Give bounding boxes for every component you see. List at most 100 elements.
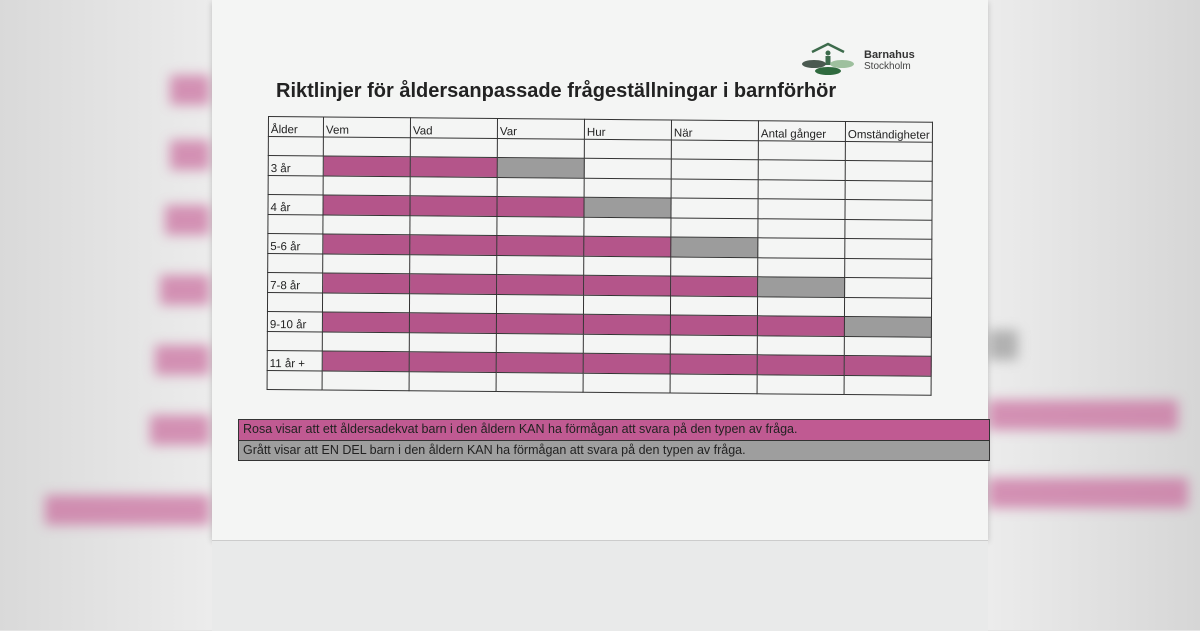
empty-cell	[322, 292, 410, 313]
legend-grey: Grått visar att EN DEL barn i den åldern…	[239, 440, 989, 460]
empty-cell	[757, 257, 845, 278]
empty-cell	[323, 175, 411, 196]
pink-cell	[757, 315, 845, 337]
empty-cell	[670, 217, 758, 238]
empty-cell	[409, 293, 497, 314]
empty-cell	[757, 296, 845, 317]
empty-cell	[583, 216, 671, 238]
empty-cell	[757, 374, 845, 395]
age-label: 7-8 år	[267, 272, 323, 293]
empty-cell	[584, 177, 672, 199]
empty-cell	[583, 294, 671, 316]
column-header: Hur	[584, 119, 672, 140]
empty-cell	[758, 159, 846, 181]
empty-cell	[409, 332, 497, 353]
pink-cell	[670, 354, 758, 375]
empty-cell	[496, 254, 584, 276]
page-title: Riktlinjer för åldersanpassade frågestäl…	[276, 80, 837, 102]
grey-cell	[844, 316, 932, 337]
empty-cell	[845, 141, 933, 162]
empty-cell	[670, 295, 758, 316]
empty-cell	[583, 333, 671, 355]
house-logo-icon	[802, 42, 854, 75]
empty-cell	[844, 277, 932, 298]
empty-cell	[670, 198, 759, 219]
column-header: När	[671, 120, 759, 141]
empty-cell	[268, 136, 324, 156]
empty-cell	[845, 180, 933, 201]
blurred-background-right	[988, 0, 1200, 630]
empty-cell	[844, 238, 932, 259]
pink-cell	[583, 353, 671, 374]
empty-cell	[584, 138, 672, 160]
pink-cell	[409, 273, 497, 294]
pink-cell	[496, 235, 584, 256]
pink-cell	[757, 354, 845, 376]
empty-cell	[584, 158, 672, 179]
legend: Rosa visar att ett åldersadekvat barn i …	[238, 419, 990, 461]
empty-cell	[496, 371, 584, 393]
empty-cell	[844, 297, 932, 318]
empty-cell	[758, 140, 846, 161]
pink-cell	[322, 272, 410, 294]
empty-cell	[844, 336, 932, 357]
empty-cell	[583, 255, 671, 277]
empty-cell	[497, 177, 585, 198]
empty-cell	[410, 137, 498, 158]
empty-cell	[409, 254, 497, 275]
empty-cell	[757, 335, 845, 356]
pink-cell	[322, 350, 410, 372]
empty-cell	[322, 331, 410, 352]
pink-cell	[583, 275, 671, 296]
empty-cell	[496, 293, 584, 315]
empty-cell	[322, 370, 410, 391]
pink-cell	[496, 352, 584, 373]
logo-name: Barnahus	[864, 48, 915, 61]
pink-cell	[322, 233, 410, 255]
age-question-table: Ålder Vem Vad Var Hur När Antal gånger Omständi…	[267, 116, 933, 396]
empty-cell	[671, 139, 759, 160]
empty-cell	[496, 332, 584, 354]
column-header: Antal gånger	[758, 120, 846, 142]
age-label: 4 år	[267, 194, 324, 215]
empty-cell	[757, 237, 845, 259]
empty-cell	[757, 198, 846, 220]
empty-cell	[758, 179, 846, 200]
age-label: 5-6 år	[267, 233, 323, 254]
column-header: Vem	[323, 116, 411, 138]
guideline-sheet: Barnahus Stockholm Riktlinjer för ålders…	[212, 0, 990, 540]
pink-cell	[496, 313, 584, 334]
blurred-background-left	[0, 0, 212, 630]
pink-cell	[409, 351, 497, 372]
pink-cell	[844, 355, 932, 376]
empty-cell	[845, 160, 933, 181]
empty-cell	[844, 375, 932, 396]
grey-cell	[757, 276, 845, 298]
empty-cell	[757, 218, 845, 239]
empty-cell	[671, 178, 759, 199]
grey-cell	[497, 157, 585, 178]
empty-cell	[670, 373, 758, 394]
pink-cell	[409, 234, 497, 255]
empty-cell	[583, 372, 671, 394]
age-label: 11 år +	[267, 350, 323, 371]
pink-cell	[670, 315, 758, 336]
pink-cell	[409, 312, 497, 333]
empty-cell	[409, 215, 497, 236]
pink-cell	[670, 276, 758, 297]
empty-cell	[409, 371, 497, 392]
pink-cell	[583, 236, 671, 257]
logo-city: Stockholm	[864, 60, 911, 72]
empty-cell	[670, 334, 758, 355]
empty-cell	[267, 252, 323, 273]
age-label: 9-10 år	[267, 311, 323, 332]
column-header: Omständigheter	[845, 121, 933, 142]
column-header: Vad	[410, 117, 498, 139]
age-label: 3 år	[268, 155, 324, 176]
pink-cell	[323, 155, 411, 177]
empty-cell	[267, 330, 323, 351]
empty-cell	[268, 175, 324, 195]
legend-pink: Rosa visar att ett åldersadekvat barn i …	[239, 420, 989, 440]
pink-cell	[409, 195, 498, 216]
pink-cell	[496, 196, 585, 217]
